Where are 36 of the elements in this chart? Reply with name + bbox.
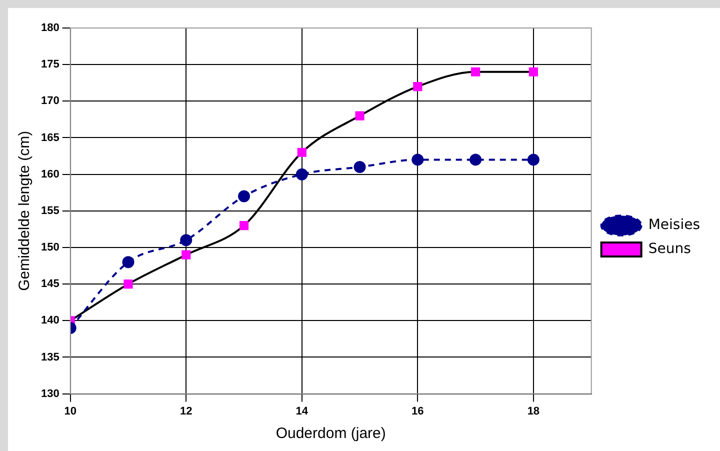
y-tick-label: 175 (40, 58, 60, 71)
point (124, 280, 133, 289)
y-axis-title: Gemiddelde lengte (cm) (16, 130, 34, 291)
point (354, 161, 366, 174)
point (239, 220, 249, 230)
y-tick-label: 180 (40, 22, 60, 34)
point (122, 256, 134, 268)
y-tick-label: 155 (40, 204, 60, 217)
x-axis-title: Ouderdom (jare) (276, 425, 386, 442)
point (296, 168, 308, 180)
x-tick-label: 18 (527, 405, 540, 418)
point (528, 67, 538, 76)
point (297, 148, 306, 157)
y-tick-label: 170 (40, 95, 60, 108)
point (412, 154, 424, 166)
point (238, 190, 250, 202)
point (527, 154, 540, 166)
y-tick-label: 150 (40, 242, 60, 254)
point (470, 154, 482, 166)
y-tick-label: 135 (40, 351, 60, 364)
point (180, 234, 192, 246)
y-tick-label: 160 (40, 168, 60, 180)
y-tick-label: 130 (40, 388, 60, 400)
y-tick-label: 145 (40, 278, 60, 290)
point (413, 82, 422, 92)
x-tick-label: 10 (64, 405, 76, 418)
x-tick-label: 12 (180, 405, 192, 418)
x-tick-label: 16 (412, 405, 424, 418)
y-tick-label: 165 (40, 132, 60, 144)
legend-label: Seuns (648, 241, 691, 258)
x-tick-label: 14 (296, 405, 309, 418)
legend-label: Meisies (648, 217, 700, 234)
point (182, 250, 191, 260)
point (355, 111, 364, 120)
point (471, 67, 480, 76)
y-tick-label: 140 (40, 314, 60, 327)
